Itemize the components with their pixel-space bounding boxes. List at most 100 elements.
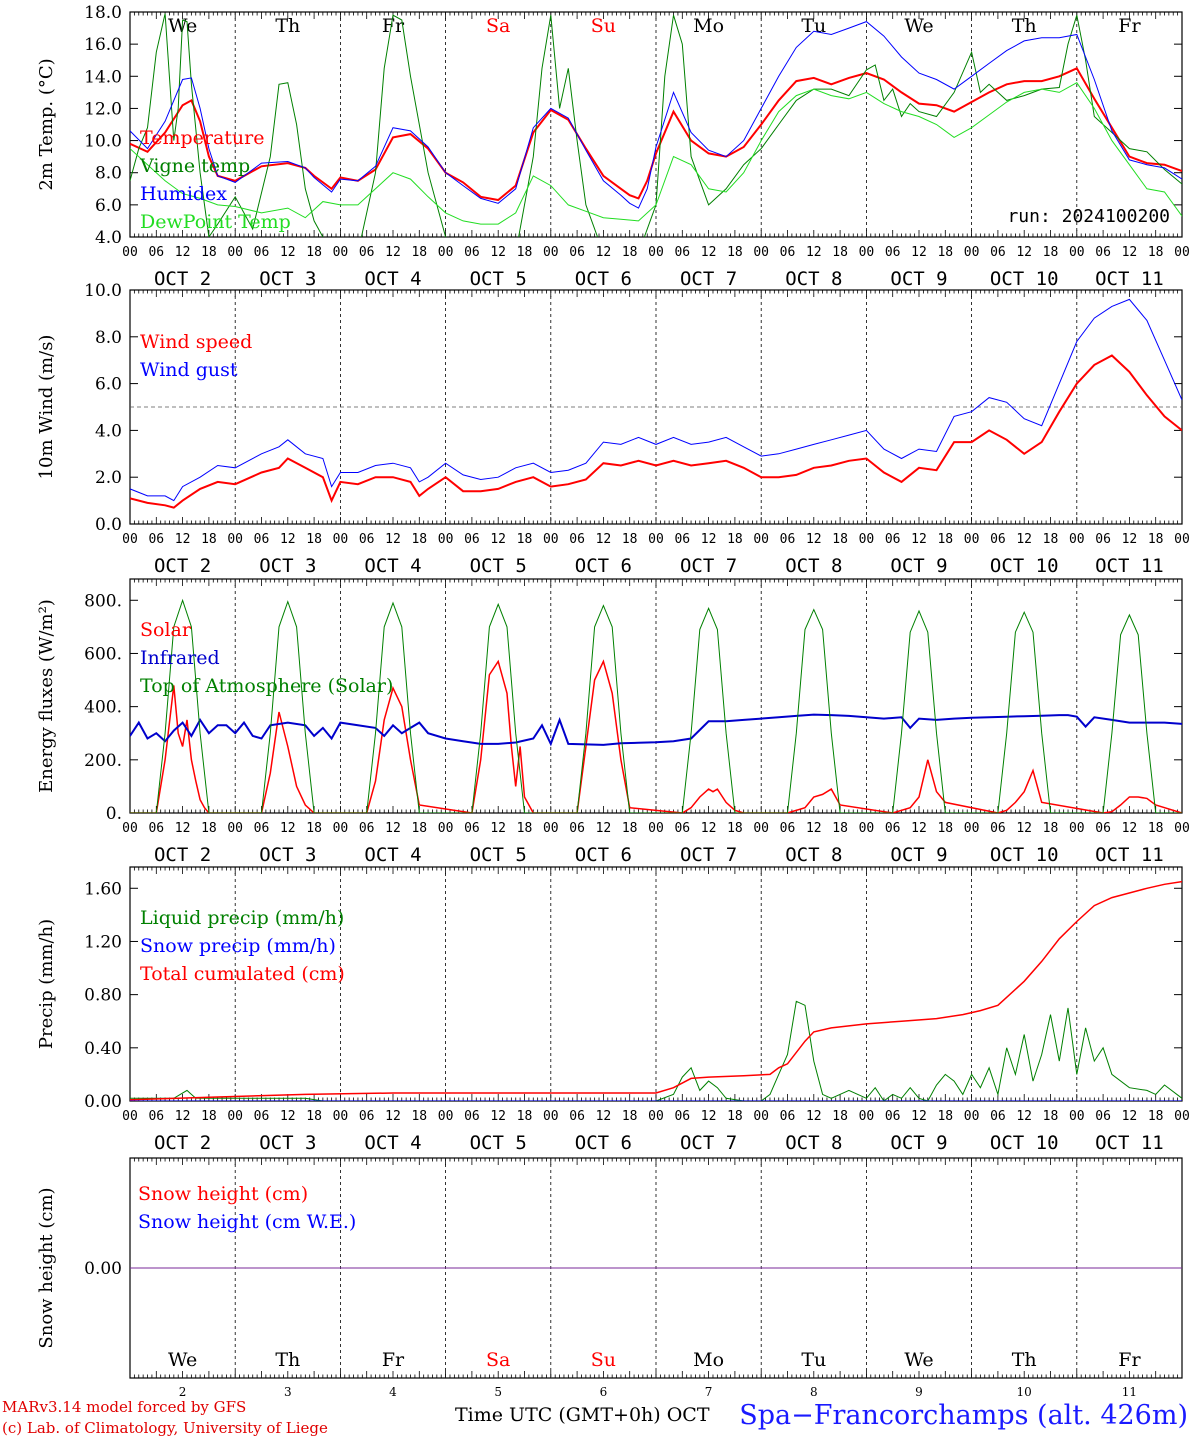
time-ticks bbox=[129, 867, 1183, 1101]
hour-tick-label: 18 bbox=[201, 821, 217, 836]
hour-tick-label: 00 bbox=[122, 245, 138, 260]
hour-tick-label: 06 bbox=[569, 532, 585, 547]
date-label: OCT 4 bbox=[364, 1132, 421, 1154]
hour-tick-label: 12 bbox=[175, 1109, 191, 1124]
hour-tick-label: 18 bbox=[411, 532, 427, 547]
y-axis-label: Snow height (cm) bbox=[36, 1187, 57, 1348]
weekday-label: Sa bbox=[486, 15, 510, 37]
y-tick-label: 600. bbox=[84, 644, 122, 664]
hour-tick-label: 12 bbox=[175, 821, 191, 836]
hour-tick-label: 12 bbox=[280, 532, 296, 547]
date-label: OCT 11 bbox=[1095, 1132, 1164, 1154]
hour-tick-label: 06 bbox=[674, 1109, 690, 1124]
hour-tick-label: 06 bbox=[885, 1109, 901, 1124]
hour-tick-label: 06 bbox=[464, 821, 480, 836]
hour-tick-label: 00 bbox=[1174, 532, 1190, 547]
hour-tick-label: 00 bbox=[333, 821, 349, 836]
hour-tick-label: 18 bbox=[832, 245, 848, 260]
weekday-label: Tu bbox=[801, 15, 826, 37]
hour-tick-label: 12 bbox=[1016, 821, 1032, 836]
hour-tick-label: 00 bbox=[1069, 245, 1085, 260]
hour-tick-label: 06 bbox=[1095, 1109, 1111, 1124]
date-label: OCT 3 bbox=[259, 268, 316, 290]
hour-tick-label: 06 bbox=[148, 245, 164, 260]
hour-tick-label: 00 bbox=[753, 1109, 769, 1124]
model-credit-line: MARv3.14 model forced by GFS bbox=[2, 1398, 247, 1416]
hour-tick-label: 12 bbox=[385, 532, 401, 547]
date-label: OCT 8 bbox=[785, 844, 842, 866]
hour-tick-label: 18 bbox=[1043, 245, 1059, 260]
hour-tick-label: 18 bbox=[727, 532, 743, 547]
hour-tick-label: 06 bbox=[1095, 532, 1111, 547]
hour-tick-label: 06 bbox=[148, 1109, 164, 1124]
y-tick-label: 12.0 bbox=[84, 99, 122, 119]
hour-tick-label: 12 bbox=[596, 532, 612, 547]
hour-tick-label: 18 bbox=[1043, 1109, 1059, 1124]
legend-entry: Infrared bbox=[140, 647, 220, 669]
hour-tick-label: 12 bbox=[1122, 532, 1138, 547]
hour-tick-label: 06 bbox=[464, 532, 480, 547]
date-label: OCT 9 bbox=[890, 844, 947, 866]
hour-tick-label: 18 bbox=[727, 821, 743, 836]
y-tick-label: 0. bbox=[106, 804, 122, 824]
hour-tick-label: 18 bbox=[411, 821, 427, 836]
series-line-infrared bbox=[130, 713, 1182, 747]
weekday-label: We bbox=[168, 1349, 197, 1371]
weekday-label: Fr bbox=[1118, 1349, 1141, 1371]
hour-tick-label: 00 bbox=[543, 245, 559, 260]
hour-tick-label: 12 bbox=[385, 245, 401, 260]
y-axis-label: Energy fluxes (W/m²) bbox=[36, 599, 57, 793]
hour-tick-label: 12 bbox=[490, 245, 506, 260]
hour-tick-label: 18 bbox=[517, 532, 533, 547]
hour-tick-label: 18 bbox=[937, 245, 953, 260]
date-label: OCT 4 bbox=[364, 555, 421, 577]
date-label: OCT 10 bbox=[990, 268, 1059, 290]
y-tick-label: 8.0 bbox=[95, 164, 122, 184]
date-label: OCT 11 bbox=[1095, 555, 1164, 577]
date-label: OCT 7 bbox=[680, 844, 737, 866]
legend-entry: Snow precip (mm/h) bbox=[140, 935, 336, 957]
y-tick-label: 1.20 bbox=[84, 932, 122, 952]
date-label: OCT 9 bbox=[890, 555, 947, 577]
hour-tick-label: 18 bbox=[517, 245, 533, 260]
weekday-label: Fr bbox=[1118, 15, 1141, 37]
hour-tick-label: 12 bbox=[385, 821, 401, 836]
hour-tick-label: 12 bbox=[280, 821, 296, 836]
hour-tick-label: 06 bbox=[1095, 821, 1111, 836]
y-tick-label: 0.80 bbox=[84, 986, 122, 1006]
hour-tick-label: 00 bbox=[859, 1109, 875, 1124]
hour-tick-label: 06 bbox=[254, 1109, 270, 1124]
precip-panel: 0.00 0.40 0.80 1.20 1.60 Precip (mm/h) 00 06 12 1… bbox=[36, 866, 1190, 1154]
hour-tick-label: 18 bbox=[1148, 1109, 1164, 1124]
hour-tick-label: 06 bbox=[569, 821, 585, 836]
series-line-dewpoint-temp bbox=[130, 82, 1182, 225]
legend-entry: Wind gust bbox=[140, 359, 238, 381]
lab-credit-line: (c) Lab. of Climatology, University of L… bbox=[2, 1419, 328, 1437]
series-line-total-cumulated-cm- bbox=[130, 880, 1182, 1101]
date-label: OCT 11 bbox=[1095, 844, 1164, 866]
hour-tick-label: 00 bbox=[648, 532, 664, 547]
hour-tick-label: 12 bbox=[1016, 1109, 1032, 1124]
legend-entry: Total cumulated (cm) bbox=[140, 963, 345, 985]
day-number-label: 5 bbox=[494, 1385, 502, 1399]
y-tick-label: 0.00 bbox=[84, 1092, 122, 1112]
hour-tick-label: 06 bbox=[254, 532, 270, 547]
hour-tick-label: 06 bbox=[885, 245, 901, 260]
weekday-label: Th bbox=[1012, 15, 1037, 37]
weekday-label: Fr bbox=[382, 1349, 405, 1371]
date-label: OCT 10 bbox=[990, 844, 1059, 866]
hour-tick-label: 06 bbox=[254, 821, 270, 836]
hour-tick-label: 06 bbox=[569, 1109, 585, 1124]
hour-tick-label: 12 bbox=[701, 821, 717, 836]
date-label: OCT 3 bbox=[259, 844, 316, 866]
y-tick-label: 8.0 bbox=[95, 328, 122, 348]
y-tick-label: 4.0 bbox=[95, 228, 122, 248]
y-tick-label: 2.0 bbox=[95, 468, 122, 488]
series-line-wind-gust bbox=[130, 298, 1182, 502]
weekday-label: We bbox=[904, 1349, 933, 1371]
day-number-label: 2 bbox=[179, 1385, 187, 1399]
hour-tick-label: 06 bbox=[359, 821, 375, 836]
date-label: OCT 4 bbox=[364, 268, 421, 290]
hour-tick-label: 06 bbox=[148, 821, 164, 836]
